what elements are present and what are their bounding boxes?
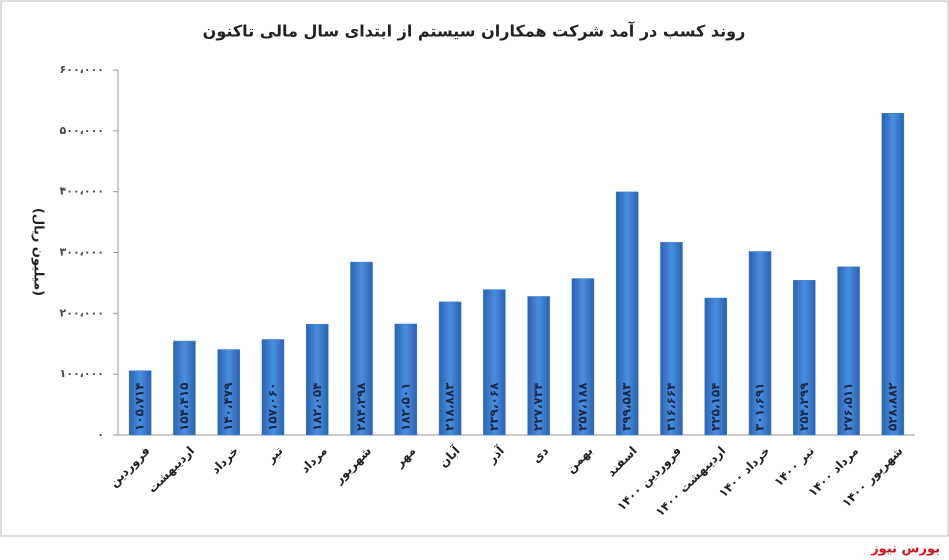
bar	[438, 301, 462, 436]
bar	[571, 278, 595, 436]
value-label: ۱۰۵،۷۱۴	[133, 382, 147, 431]
value-label: ۱۵۷،۰۶۰	[265, 382, 279, 431]
bar	[261, 339, 285, 436]
value-label: ۳۰۱،۶۹۱	[753, 382, 767, 431]
value-label: ۲۵۴،۲۹۹	[797, 382, 811, 431]
bar	[881, 113, 905, 436]
y-tick-label: ۴۰۰،۰۰۰	[60, 185, 104, 198]
bar	[128, 370, 152, 436]
bar	[748, 251, 772, 436]
chart-frame	[0, 0, 949, 537]
bar	[306, 324, 329, 436]
y-tick-label: ۱۰۰،۰۰۰	[60, 367, 104, 380]
value-label: ۵۲۸،۸۸۲	[885, 382, 899, 431]
bar	[837, 266, 860, 436]
bar	[527, 296, 550, 436]
value-label: ۱۴۰،۴۷۹	[221, 382, 235, 431]
value-label: ۱۵۴،۴۱۵	[177, 382, 191, 431]
y-tick-label: ۶۰۰،۰۰۰	[60, 63, 104, 76]
value-label: ۲۷۶،۵۱۱	[841, 382, 855, 431]
value-label: ۳۱۶،۶۶۴	[664, 382, 678, 431]
value-label: ۲۵۷،۱۸۸	[575, 382, 589, 431]
bar	[350, 261, 373, 436]
value-label: ۲۱۸،۸۸۳	[443, 382, 457, 431]
bar	[660, 242, 683, 436]
value-label: ۱۸۲،۰۵۴	[310, 382, 324, 431]
bar	[217, 349, 240, 436]
y-axis-label: (میلیون ریال)	[31, 208, 46, 296]
y-tick-label: ۵۰۰،۰۰۰	[60, 124, 104, 137]
y-tick-label: ۲۰۰،۰۰۰	[60, 306, 104, 319]
bar	[483, 289, 506, 436]
bar	[704, 297, 727, 436]
value-label: ۲۳۹،۰۶۸	[487, 382, 501, 431]
bar	[793, 280, 816, 436]
chart-title: روند کسب در آمد شرکت همکاران سیستم از اب…	[203, 21, 746, 41]
value-label: ۳۹۹،۵۸۳	[620, 382, 634, 431]
source: بورس نیوز	[870, 542, 940, 557]
bar	[173, 340, 196, 436]
y-tick-label: ۳۰۰،۰۰۰	[60, 246, 104, 259]
value-label: ۲۸۴،۲۹۸	[354, 382, 368, 431]
bar	[615, 191, 639, 436]
value-label: ۱۸۲،۵۰۱	[398, 382, 412, 431]
value-label: ۲۲۷،۷۳۴	[531, 382, 545, 431]
value-label: ۲۲۵،۱۵۴	[708, 382, 722, 431]
y-tick-label: ۰	[97, 428, 104, 441]
bar	[394, 323, 418, 436]
